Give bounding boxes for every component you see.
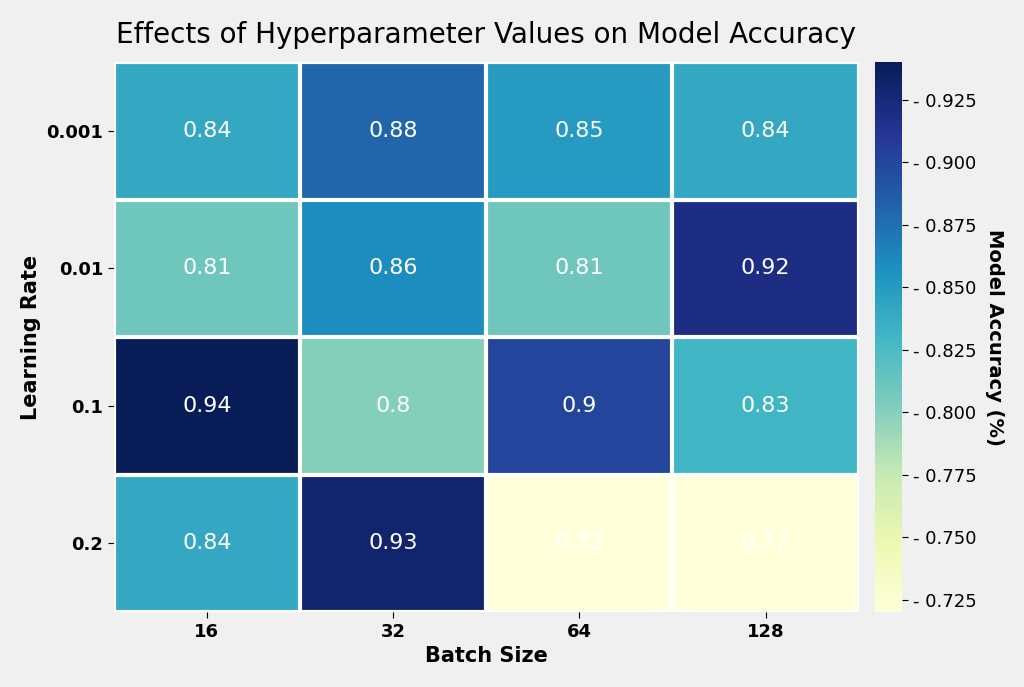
Text: 0.94: 0.94 xyxy=(182,396,231,416)
Text: 0.86: 0.86 xyxy=(369,258,418,278)
X-axis label: Batch Size: Batch Size xyxy=(425,646,548,666)
Text: 0.84: 0.84 xyxy=(740,121,791,141)
Text: 0.81: 0.81 xyxy=(182,258,231,278)
Text: 0.84: 0.84 xyxy=(182,121,231,141)
Text: 0.83: 0.83 xyxy=(740,396,791,416)
Text: 0.8: 0.8 xyxy=(376,396,411,416)
Text: 0.92: 0.92 xyxy=(740,258,791,278)
Text: 0.72: 0.72 xyxy=(555,533,604,554)
Text: 0.84: 0.84 xyxy=(182,533,231,554)
Text: 0.93: 0.93 xyxy=(369,533,418,554)
Text: 0.72: 0.72 xyxy=(740,533,791,554)
Text: 0.9: 0.9 xyxy=(561,396,597,416)
Title: Effects of Hyperparameter Values on Model Accuracy: Effects of Hyperparameter Values on Mode… xyxy=(116,21,856,49)
Text: 0.88: 0.88 xyxy=(369,121,418,141)
Text: 0.81: 0.81 xyxy=(555,258,604,278)
Y-axis label: Learning Rate: Learning Rate xyxy=(20,255,41,420)
Text: 0.85: 0.85 xyxy=(554,121,604,141)
Y-axis label: Model Accuracy (%): Model Accuracy (%) xyxy=(985,229,1004,446)
